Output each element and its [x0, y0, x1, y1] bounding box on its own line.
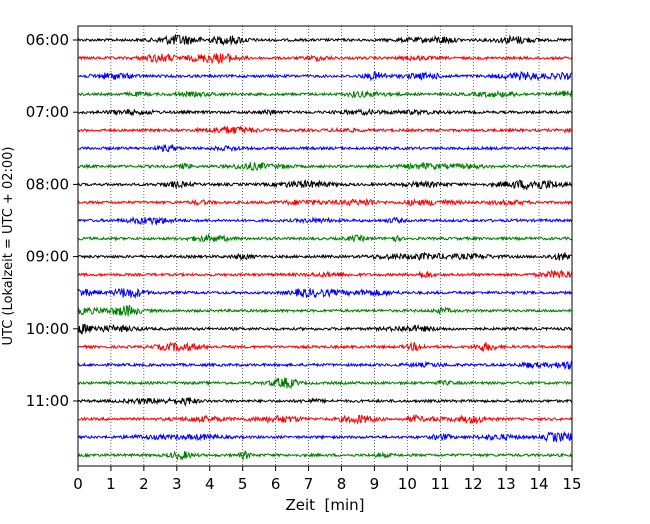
trace-0745	[78, 162, 572, 170]
x-tick-label: 11	[431, 475, 450, 493]
x-ticks: 0 1 2 3 4 5 6 7 8 9 10 11 12 13 14 15	[73, 466, 581, 493]
y-ticks: 06:00 07:00 08:00 09:00 10:00 11:00	[26, 31, 78, 410]
x-tick-label: 8	[337, 475, 347, 493]
traces-layer	[78, 34, 572, 459]
trace-1045	[78, 378, 572, 389]
trace-0715	[78, 126, 572, 134]
x-tick-label: 0	[73, 475, 83, 493]
x-tick-label: 5	[238, 475, 248, 493]
trace-0845	[78, 235, 572, 242]
y-axis-label: UTC (Lokalzeit = UTC + 02:00)	[1, 147, 16, 346]
trace-1145	[78, 451, 572, 459]
x-tick-label: 2	[139, 475, 149, 493]
trace-1000	[78, 324, 572, 334]
trace-0630	[78, 72, 572, 80]
trace-0600	[78, 34, 572, 44]
x-axis-label: Zeit [min]	[285, 496, 364, 514]
trace-0915	[78, 271, 572, 279]
trace-0900	[78, 252, 572, 260]
trace-0730	[78, 145, 572, 151]
x-tick-label: 14	[530, 475, 549, 493]
x-tick-label: 13	[497, 475, 516, 493]
x-tick-label: 1	[106, 475, 116, 493]
x-tick-label: 7	[304, 475, 314, 493]
trace-0815	[78, 199, 572, 205]
x-tick-label: 6	[271, 475, 281, 493]
trace-1015	[78, 342, 572, 351]
trace-0930	[78, 288, 572, 297]
y-tick-label: 06:00	[26, 31, 69, 49]
x-tick-label: 9	[370, 475, 380, 493]
trace-0945	[78, 305, 572, 316]
trace-1030	[78, 362, 572, 369]
x-tick-label: 12	[464, 475, 483, 493]
trace-1115	[78, 415, 572, 423]
trace-0700	[78, 109, 572, 115]
y-tick-label: 08:00	[26, 175, 69, 193]
trace-1130	[78, 433, 572, 442]
x-tick-label: 3	[172, 475, 182, 493]
x-tick-label: 4	[205, 475, 215, 493]
y-tick-label: 09:00	[26, 248, 69, 266]
y-tick-label: 10:00	[26, 320, 69, 338]
y-tick-label: 07:00	[26, 103, 69, 121]
y-tick-label: 11:00	[26, 392, 69, 410]
trace-0800	[78, 180, 572, 189]
trace-1100	[78, 397, 572, 405]
x-tick-label: 10	[398, 475, 417, 493]
trace-0645	[78, 91, 572, 98]
x-tick-label: 15	[562, 475, 581, 493]
trace-0830	[78, 217, 572, 224]
trace-0615	[78, 53, 572, 63]
